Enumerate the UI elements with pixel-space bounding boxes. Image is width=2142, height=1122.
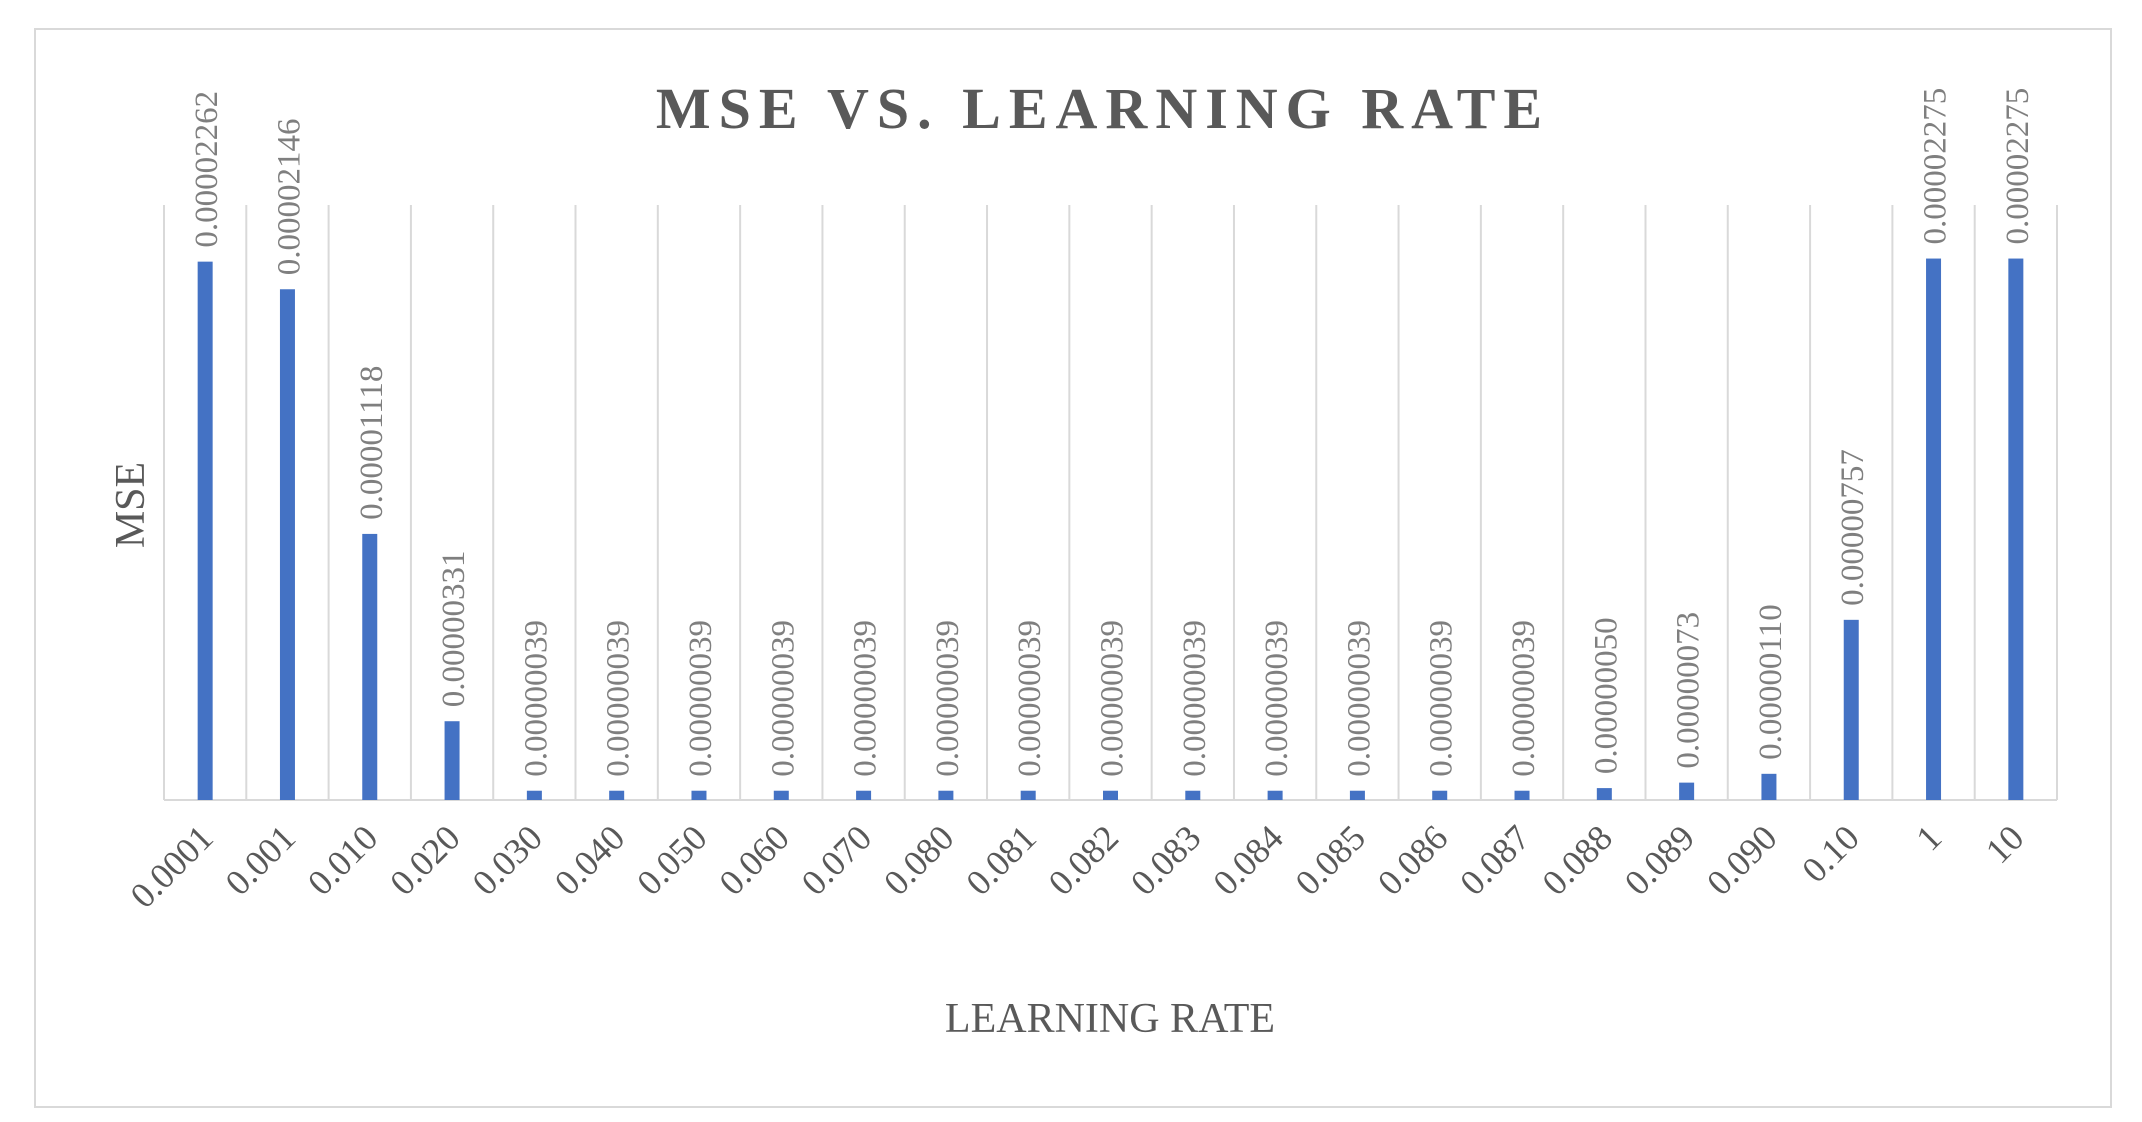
bar (1432, 790, 1448, 800)
bar (1761, 773, 1777, 800)
data-label: 0.00000050 (1588, 617, 1624, 774)
bar (1596, 788, 1612, 800)
data-label: 0.00000039 (1424, 620, 1460, 777)
data-label: 0.00000757 (1835, 449, 1871, 606)
data-label: 0.00000039 (1095, 620, 1131, 777)
bar (938, 790, 954, 800)
gridlines (163, 205, 2058, 800)
bar (1267, 790, 1283, 800)
chart-title: MSE VS. LEARNING RATE (656, 76, 1550, 141)
x-tick-label: 0.040 (547, 817, 633, 903)
x-tick-label: 1 (1908, 817, 1949, 858)
data-label: 0.00000039 (1506, 620, 1542, 777)
data-label: 0.00000039 (1012, 620, 1048, 777)
x-tick-label: 10 (1978, 817, 2032, 871)
bar (1843, 619, 1859, 800)
data-label: 0.00001118 (354, 366, 390, 520)
bar (526, 790, 542, 800)
bar (1926, 258, 1942, 800)
data-label: 0.00000039 (1341, 620, 1377, 777)
bar (1185, 790, 1201, 800)
bar (1020, 790, 1036, 800)
bar (1679, 782, 1695, 800)
bar (609, 790, 625, 800)
x-tick-label: 0.087 (1452, 817, 1538, 903)
x-tick-labels: 0.00010.0010.0100.0200.0300.0400.0500.06… (123, 817, 2032, 915)
data-label: 0.00000039 (518, 620, 554, 777)
x-tick-label: 0.089 (1617, 817, 1703, 903)
bar (2008, 258, 2024, 800)
bar (1514, 790, 1530, 800)
bar (1103, 790, 1118, 800)
x-axis-title: LEARNING RATE (945, 996, 1275, 1042)
bar (444, 721, 460, 800)
bar (691, 790, 707, 800)
x-tick-label: 0.070 (794, 817, 880, 903)
data-labels: 0.00002262 0.00002146 0.00001118 0.00000331… (189, 88, 2036, 777)
bar (1349, 790, 1365, 800)
x-tick-label: 0.10 (1794, 817, 1867, 890)
x-tick-label: 0.088 (1534, 817, 1620, 903)
data-label: 0.00000039 (848, 620, 884, 777)
data-label: 0.00000039 (601, 620, 637, 777)
x-tick-label: 0.050 (629, 817, 715, 903)
y-axis-title: MSE (108, 462, 154, 548)
bars (197, 258, 2024, 800)
x-tick-label: 0.030 (464, 817, 550, 903)
x-tick-label: 0.084 (1205, 817, 1291, 903)
data-label: 0.00000039 (765, 620, 801, 777)
bar (197, 261, 213, 800)
data-label: 0.00000110 (1753, 604, 1789, 760)
data-label: 0.00002262 (189, 91, 225, 248)
data-label: 0.00002275 (1918, 88, 1954, 245)
data-label: 0.00002146 (271, 119, 307, 276)
bar (362, 533, 378, 800)
data-label: 0.00000331 (436, 550, 472, 707)
bar (773, 790, 789, 800)
bar (856, 790, 872, 800)
bar (279, 289, 295, 800)
data-label: 0.00000039 (683, 620, 719, 777)
x-tick-label: 0.010 (300, 817, 386, 903)
data-label: 0.00000039 (1259, 620, 1295, 777)
x-tick-label: 0.090 (1699, 817, 1785, 903)
x-tick-label: 0.060 (711, 817, 797, 903)
x-tick-label: 0.081 (958, 817, 1044, 903)
x-tick-label: 0.082 (1041, 817, 1127, 903)
data-label: 0.00000073 (1671, 612, 1707, 769)
x-tick-label: 0.086 (1370, 817, 1456, 903)
x-tick-label: 0.080 (876, 817, 962, 903)
chart-frame (34, 28, 2112, 1108)
x-tick-label: 0.085 (1288, 817, 1374, 903)
data-label: 0.00000039 (1177, 620, 1213, 777)
data-label: 0.00000039 (930, 620, 966, 777)
data-label: 0.00002275 (2000, 88, 2036, 245)
x-tick-label: 0.020 (382, 817, 468, 903)
x-tick-label: 0.083 (1123, 817, 1209, 903)
x-tick-label: 0.001 (218, 817, 304, 903)
x-tick-label: 0.0001 (123, 817, 221, 915)
